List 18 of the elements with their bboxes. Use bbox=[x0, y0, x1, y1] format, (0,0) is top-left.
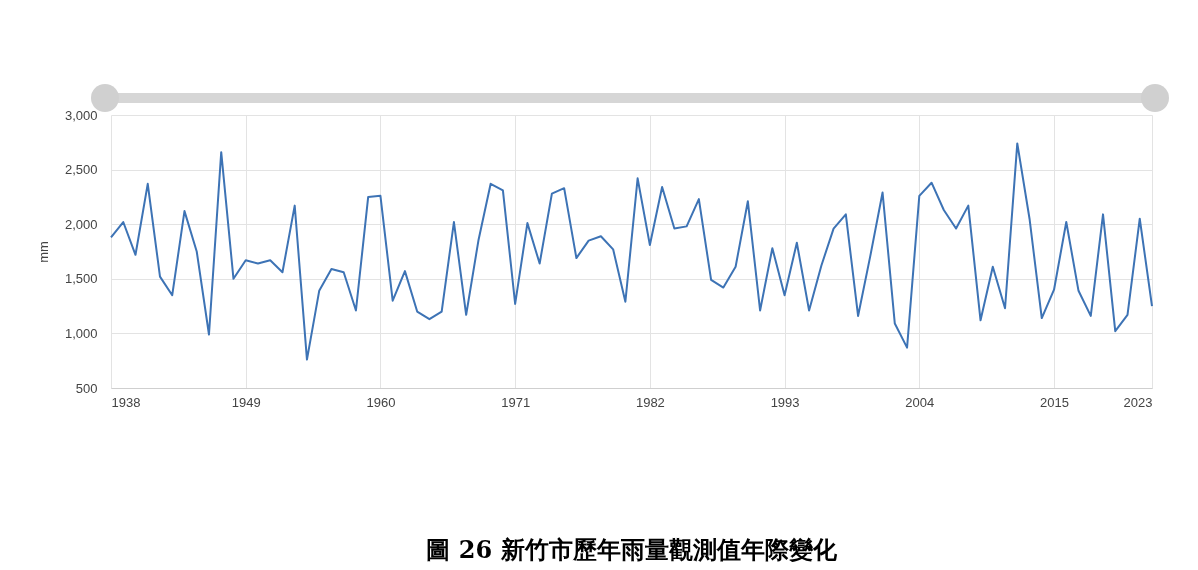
x-tick-label: 1971 bbox=[501, 394, 531, 410]
y-axis-title: mm bbox=[35, 241, 51, 263]
y-tick-label: 3,000 bbox=[64, 107, 98, 123]
x-tick-label: 1982 bbox=[635, 394, 665, 410]
x-tick-label: 2004 bbox=[905, 394, 935, 410]
y-tick-label: 500 bbox=[75, 380, 98, 396]
x-tick-label: 1960 bbox=[366, 394, 396, 410]
y-tick-label: 1,000 bbox=[64, 325, 98, 341]
x-tick-label: 1938 bbox=[111, 394, 141, 410]
x-tick-label: 1993 bbox=[770, 394, 800, 410]
line-series bbox=[110, 142, 1153, 361]
y-tick-label: 2,500 bbox=[64, 162, 98, 178]
x-tick-label: 2015 bbox=[1040, 394, 1069, 410]
y-tick-label: 1,500 bbox=[64, 271, 98, 287]
x-tick-label: 1949 bbox=[231, 394, 261, 410]
x-tick-label: 2023 bbox=[1123, 394, 1153, 410]
y-tick-label: 2,000 bbox=[64, 216, 98, 232]
text: 圖 26 新竹市歷年雨量觀測值年際變化 bbox=[426, 535, 838, 564]
